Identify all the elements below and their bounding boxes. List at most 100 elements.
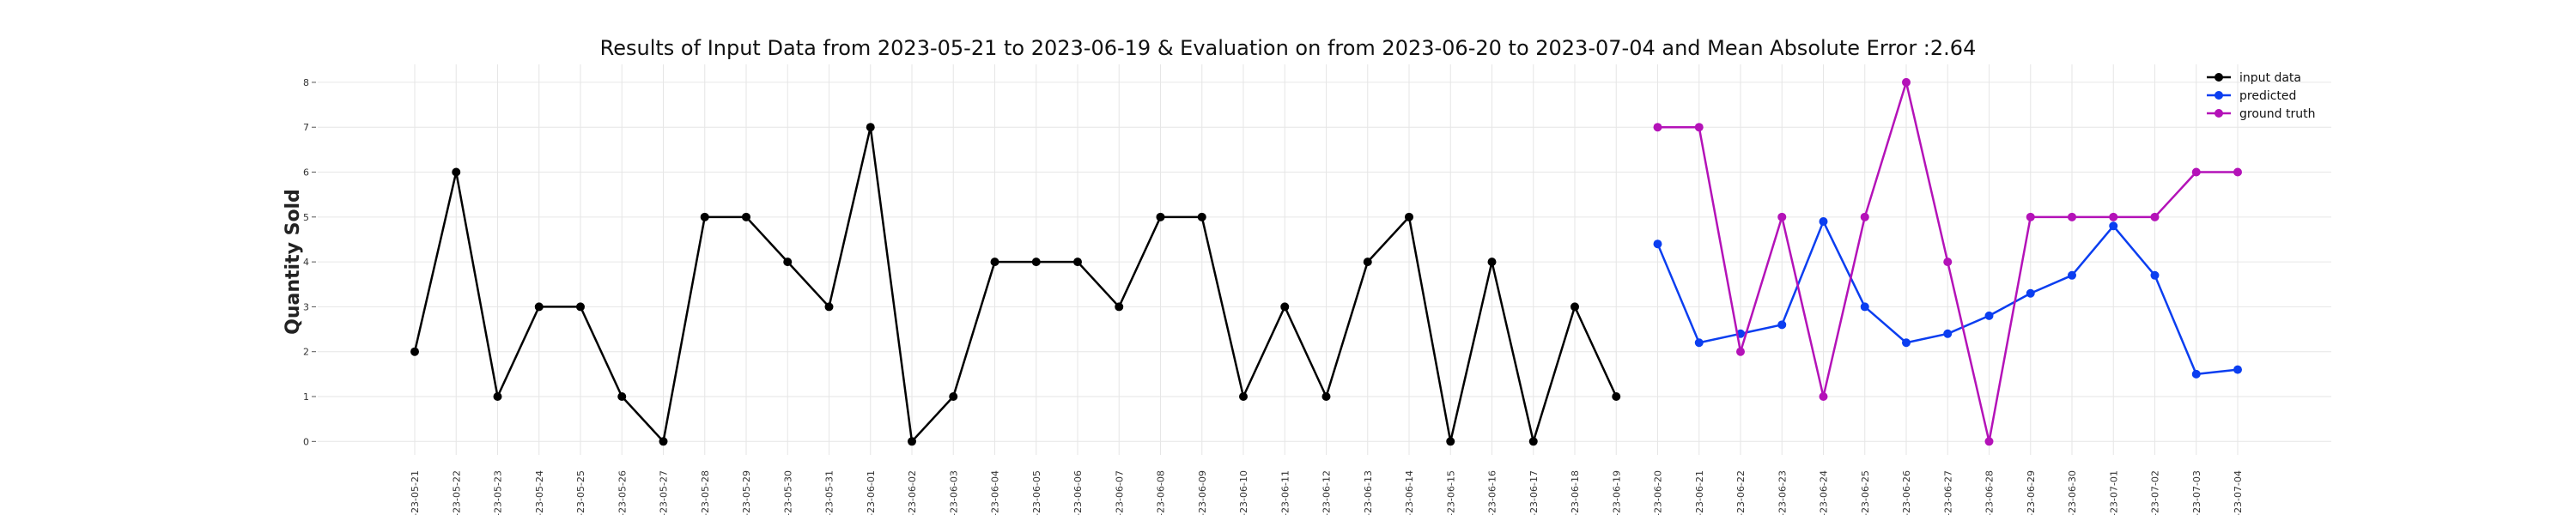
data-point [1694, 123, 1704, 132]
x-tick-label: -23-07-01 [2108, 470, 2119, 515]
x-tick-label: -23-05-27 [659, 470, 670, 515]
x-tick-label: -23-06-16 [1487, 470, 1498, 515]
legend: input data predicted ground truth [2207, 71, 2315, 121]
x-tick-label: -23-05-29 [741, 470, 752, 515]
data-point [1943, 329, 1953, 338]
data-point [1984, 311, 1994, 320]
data-point [2191, 167, 2201, 177]
y-tick-label: 7 [303, 122, 309, 133]
x-tick-label: -23-06-23 [1777, 470, 1788, 515]
x-tick-label: -23-05-30 [782, 470, 793, 515]
data-point [1777, 320, 1787, 330]
data-point [2191, 369, 2201, 379]
data-point [1819, 392, 1828, 402]
x-tick-label: -23-06-22 [1735, 470, 1747, 515]
data-point [1571, 302, 1579, 312]
x-tick-label: -23-05-22 [451, 470, 462, 515]
data-point [659, 437, 668, 446]
data-point [1736, 347, 1745, 356]
x-tick-label: -23-06-06 [1072, 470, 1084, 515]
legend-label: predicted [2239, 89, 2296, 103]
series-input-data [410, 123, 1621, 446]
x-axis-ticks: -23-05-21 -23-05-22 -23-05-23 -23-05-24 -23-… [410, 470, 2244, 515]
data-point [2026, 212, 2035, 221]
data-point [2109, 212, 2118, 221]
x-tick-label: -23-06-21 [1694, 470, 1705, 515]
data-point [2233, 365, 2242, 374]
data-point [1984, 437, 1994, 446]
data-point [1321, 392, 1331, 402]
data-point [1777, 212, 1787, 221]
legend-marker [2215, 91, 2223, 100]
x-tick-label: -23-06-19 [1611, 470, 1622, 515]
data-point [1363, 258, 1372, 267]
data-point [990, 258, 999, 267]
x-tick-label: -23-06-29 [2026, 470, 2037, 515]
x-tick-label: -23-06-28 [1984, 470, 1996, 515]
grid [318, 64, 2331, 455]
data-point [1694, 338, 1704, 348]
data-point [1239, 392, 1248, 402]
data-point [1156, 212, 1165, 221]
data-point [949, 392, 958, 402]
data-point [783, 258, 793, 267]
x-tick-label: -23-06-12 [1321, 470, 1333, 515]
data-point [1612, 392, 1621, 402]
x-tick-label: -23-07-04 [2233, 470, 2244, 515]
data-point [1528, 437, 1538, 446]
data-point [1819, 217, 1828, 227]
data-point [617, 392, 627, 402]
chart-title: Results of Input Data from 2023-05-21 to… [600, 36, 1977, 60]
x-tick-label: -23-06-14 [1404, 470, 1415, 515]
legend-label: ground truth [2239, 107, 2315, 121]
legend-label: input data [2239, 71, 2301, 85]
data-point [2109, 221, 2118, 231]
data-point [1115, 302, 1124, 312]
data-point [2150, 270, 2160, 280]
x-tick-label: -23-06-02 [907, 470, 918, 515]
data-point [410, 347, 419, 356]
x-tick-label: -23-05-31 [824, 470, 835, 515]
y-tick-label: 1 [303, 391, 309, 403]
x-tick-label: -23-05-28 [700, 470, 711, 515]
y-tick-label: 5 [303, 212, 309, 223]
x-tick-label: -23-06-05 [1031, 470, 1042, 515]
y-tick-label: 8 [303, 77, 309, 88]
data-point [1073, 258, 1082, 267]
data-point [824, 302, 834, 312]
data-point [866, 123, 875, 132]
x-tick-label: -23-07-02 [2150, 470, 2161, 515]
data-point [1902, 338, 1911, 348]
series-ground-truth [1653, 77, 2242, 446]
data-point [1197, 212, 1206, 221]
data-point [2068, 212, 2076, 221]
data-point [1860, 302, 1869, 312]
x-tick-label: -23-07-03 [2191, 470, 2202, 515]
data-point [1653, 123, 1662, 132]
legend-marker [2215, 73, 2223, 82]
x-tick-label: -23-06-26 [1901, 470, 1912, 515]
series-group [410, 77, 2242, 446]
series-line [413, 125, 1618, 443]
x-tick-label: -23-06-30 [2067, 470, 2078, 515]
data-point [1653, 239, 1662, 249]
x-tick-label: -23-06-17 [1528, 470, 1540, 515]
data-point [576, 302, 585, 312]
x-tick-label: -23-06-13 [1363, 470, 1374, 515]
x-tick-label: -23-05-26 [617, 470, 628, 515]
data-point [1902, 77, 1911, 87]
y-tick-label: 6 [303, 167, 309, 179]
data-point [452, 167, 461, 177]
x-tick-label: -23-06-07 [1114, 470, 1125, 515]
x-tick-label: -23-06-10 [1238, 470, 1249, 515]
x-tick-label: -23-06-04 [990, 470, 1001, 515]
x-tick-label: -23-06-18 [1570, 470, 1581, 515]
x-tick-label: -23-05-21 [410, 470, 421, 515]
data-point [1943, 258, 1953, 267]
x-tick-label: -23-06-08 [1156, 470, 1167, 515]
data-point [742, 212, 750, 221]
x-tick-label: -23-06-27 [1942, 470, 1953, 515]
x-tick-label: -23-06-03 [948, 470, 959, 515]
data-point [2233, 167, 2242, 177]
